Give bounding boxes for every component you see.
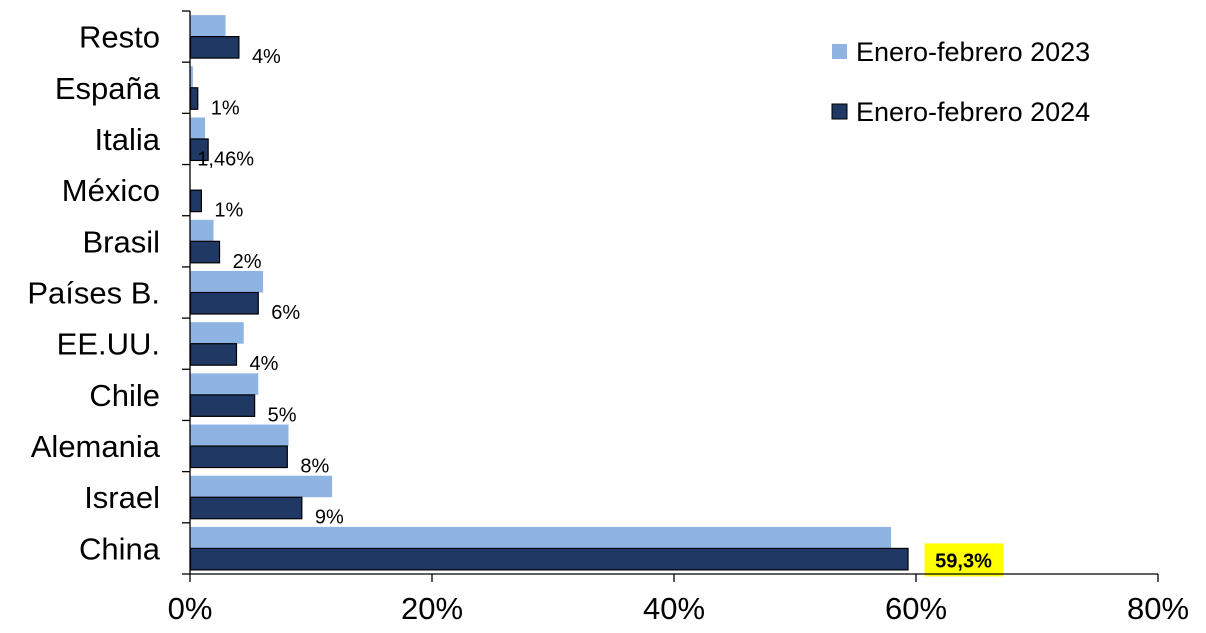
bar-brasil-series-1 bbox=[190, 219, 214, 242]
axes-group: Resto España Italia México Brasil Países B. EE… bbox=[27, 10, 1189, 626]
category-label-mexico: México bbox=[62, 173, 160, 208]
bar-mexico-series-2 bbox=[189, 189, 202, 213]
bars-group bbox=[189, 15, 909, 571]
bar-israel-series-1 bbox=[190, 475, 333, 498]
category-label-espana: España bbox=[55, 71, 161, 106]
bar-israel-series-2 bbox=[189, 496, 303, 520]
data-label-chile: 5% bbox=[268, 404, 297, 426]
bar-italia-series-1 bbox=[190, 117, 206, 139]
legend-swatch-series-1 bbox=[832, 44, 847, 59]
data-label-ee-uu: 4% bbox=[250, 353, 279, 375]
bar-ee-uu-series-2 bbox=[189, 343, 238, 366]
bar-alemania-series-2 bbox=[189, 445, 288, 469]
bar-chile-series-1 bbox=[190, 373, 259, 395]
data-label-italia: 1,46% bbox=[197, 148, 254, 170]
legend-label-series-2: Enero-febrero 2024 bbox=[856, 97, 1090, 127]
category-label-italia: Italia bbox=[95, 122, 161, 157]
bar-china-series-1 bbox=[190, 526, 892, 549]
data-label-resto: 4% bbox=[252, 46, 281, 68]
category-label-china: China bbox=[79, 531, 161, 566]
bar-resto-series-1 bbox=[190, 15, 226, 37]
x-tick-label: 0% bbox=[168, 591, 213, 626]
bar-chile-series-2 bbox=[189, 394, 256, 417]
x-tick-label: 60% bbox=[885, 591, 947, 626]
legend-label-series-1: Enero-febrero 2023 bbox=[856, 37, 1090, 67]
x-tick-label: 20% bbox=[401, 591, 463, 626]
bar-alemania-series-1 bbox=[190, 424, 289, 447]
bar-paises-b-series-1 bbox=[190, 271, 264, 293]
data-label-china: 59,3% bbox=[935, 550, 992, 572]
bar-espana-series-1 bbox=[190, 66, 193, 88]
legend: Enero-febrero 2023 Enero-febrero 2024 bbox=[831, 37, 1090, 127]
bar-resto-series-2 bbox=[189, 35, 240, 59]
highlight-box bbox=[924, 543, 1004, 577]
data-labels-group: 4% 1% 1,46% 1% 2% 6% 4% 5% 8% 9% 59,3% bbox=[197, 46, 1004, 577]
category-label-chile: Chile bbox=[89, 378, 160, 413]
bar-china-series-2 bbox=[189, 547, 909, 571]
data-label-espana: 1% bbox=[211, 97, 240, 119]
data-label-paises-b: 6% bbox=[271, 302, 300, 324]
category-label-paises-b: Países B. bbox=[27, 276, 160, 311]
x-tick-label: 40% bbox=[643, 591, 705, 626]
category-label-alemania: Alemania bbox=[31, 429, 161, 464]
category-label-ee-uu: EE.UU. bbox=[57, 327, 160, 362]
bar-brasil-series-2 bbox=[189, 240, 221, 264]
legend-swatch-series-2 bbox=[831, 103, 848, 120]
bar-ee-uu-series-1 bbox=[190, 322, 244, 344]
data-label-alemania: 8% bbox=[300, 456, 329, 478]
data-label-mexico: 1% bbox=[214, 200, 243, 222]
category-label-brasil: Brasil bbox=[82, 224, 160, 259]
bar-espana-series-2 bbox=[189, 87, 199, 110]
category-label-israel: Israel bbox=[84, 480, 160, 515]
x-tick-label: 80% bbox=[1127, 591, 1189, 626]
bar-paises-b-series-2 bbox=[189, 291, 259, 315]
data-label-brasil: 2% bbox=[233, 251, 262, 273]
category-label-resto: Resto bbox=[79, 20, 160, 55]
data-label-israel: 9% bbox=[315, 507, 344, 529]
